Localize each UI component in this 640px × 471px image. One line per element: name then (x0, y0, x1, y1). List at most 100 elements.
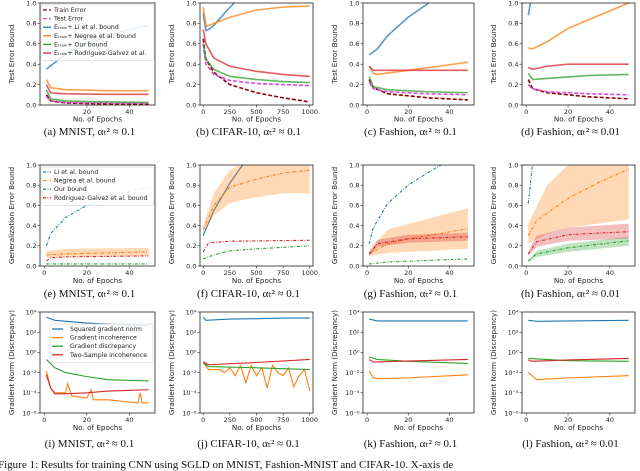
y-tick-label: 0.2 (349, 242, 359, 250)
y-tick-label: 1.0 (186, 0, 196, 7)
y-tick-label: 10⁴ (186, 308, 197, 316)
x-tick-label: 0 (201, 269, 205, 277)
y-tick-label: 10⁰ (186, 349, 197, 357)
plot-area (202, 3, 310, 103)
subfigure-caption: (k) Fashion, αₜ² ≈ 0.1 (364, 438, 458, 450)
axes-frame (362, 2, 475, 106)
y-tick-label: 10⁴ (349, 308, 360, 316)
y-tick-label: 10⁻² (504, 369, 519, 377)
series-line (528, 3, 630, 50)
series-line (202, 362, 311, 392)
confidence-band (369, 232, 468, 256)
figure-caption: Figure 1: Results for training CNN using… (0, 459, 453, 471)
y-tick-label: 0.6 (26, 202, 36, 210)
y-axis-label: Gradient Norm (Discrepancy) (330, 310, 339, 415)
x-tick-label: 20 (404, 416, 412, 424)
x-tick-label: 20 (83, 416, 91, 424)
x-axis-label: No. of Epochs (232, 276, 281, 285)
confidence-band (528, 236, 629, 262)
legend-box (40, 4, 155, 61)
subfigure-caption: (e) MNIST, αₜ² ≈ 0.1 (44, 288, 135, 300)
series-line (527, 3, 532, 16)
y-tick-label: 0.6 (186, 40, 196, 48)
series-line (368, 165, 442, 244)
x-tick-label: 20 (564, 108, 572, 116)
y-tick-label: 0.8 (508, 20, 518, 28)
legend-entry: Squared gradient norm (70, 326, 142, 333)
series-line (368, 370, 468, 380)
y-tick-label: 0.2 (186, 242, 196, 250)
y-axis-label: Test Error Bound (167, 24, 176, 84)
x-tick-label: 500 (250, 416, 262, 424)
y-axis-label: Test Error Bound (7, 24, 16, 84)
x-tick-label: 250 (224, 269, 236, 277)
legend-entry: Eₜᵣₐᵢₙ+ Rodriguez-Galvez et al. (54, 50, 147, 57)
y-tick-label: 1.0 (508, 161, 518, 169)
y-tick-label: 0.0 (349, 101, 359, 109)
x-tick-label: 500 (250, 269, 262, 277)
subfigure-caption: (b) CIFAR-10, αₜ² ≈ 0.1 (196, 126, 301, 138)
legend-entry: Eₜᵣₐᵢₙ+ Negrea et al. bound (54, 33, 136, 40)
y-tick-label: 10⁴ (508, 308, 519, 316)
series-line (202, 362, 310, 371)
subfigure-caption: (l) Fashion, αₜ² ≈ 0.01 (522, 438, 619, 450)
y-tick-label: 10⁰ (508, 349, 519, 357)
x-axis-label: No. of Epochs (554, 276, 603, 285)
y-tick-label: 0.4 (26, 61, 36, 69)
y-tick-label: 0.6 (26, 40, 36, 48)
series-line (202, 239, 310, 253)
series-line (45, 79, 149, 92)
x-tick-label: 0 (524, 108, 528, 116)
x-tick-label: 40 (606, 269, 614, 277)
y-axis-label: Gradient Norm (Discrepancy) (489, 310, 498, 415)
y-tick-label: 10² (508, 329, 519, 337)
x-tick-label: 40 (606, 108, 614, 116)
y-tick-label: 0.6 (349, 202, 359, 210)
x-axis-label: No. of Epochs (554, 423, 603, 432)
x-axis-label: No. of Epochs (394, 115, 443, 124)
y-axis-label: Generalization Error Bound (167, 167, 176, 264)
series-line (202, 316, 310, 321)
x-axis-label: No. of Epochs (73, 115, 122, 124)
x-tick-label: 20 (404, 108, 412, 116)
legend-entry: Li et al. bound (54, 169, 98, 176)
x-axis-label: No. of Epochs (73, 423, 122, 432)
series-line (368, 65, 468, 72)
axes-frame (521, 164, 636, 267)
y-tick-label: 0.4 (508, 61, 518, 69)
axes-frame (39, 311, 156, 414)
y-tick-label: 0.0 (26, 101, 36, 109)
y-tick-label: 1.0 (349, 161, 359, 169)
confidence-band (203, 165, 310, 233)
x-tick-label: 0 (524, 416, 528, 424)
chart-panel-k: 0 20 40 10⁻⁶ 10⁻⁴ 10⁻² 10⁰ 10² 10⁴ No. of Epochs G… (330, 308, 475, 450)
y-tick-label: 10⁻⁶ (345, 409, 360, 417)
y-tick-label: 0.4 (186, 222, 196, 230)
x-tick-label: 1000 (302, 416, 319, 424)
plot-area (527, 319, 629, 381)
y-tick-label: 10⁻⁴ (182, 389, 197, 397)
y-tick-label: 0.8 (349, 20, 359, 28)
legend-entry: Gradient discrepancy (70, 343, 136, 350)
x-tick-label: 40 (125, 108, 133, 116)
series-line (202, 5, 310, 28)
series-line (202, 43, 310, 87)
x-tick-label: 750 (277, 108, 289, 116)
series-line (46, 255, 149, 262)
legend-entry: Our bound (54, 186, 87, 193)
chart-panel-b: 0 250 500 750 1000 0.0 0.2 0.4 0.6 0.8 1.0 No. of E… (167, 0, 318, 138)
series-line (202, 43, 310, 84)
series-line (45, 370, 149, 404)
legend-entry: Negrea et al. bound (54, 178, 116, 185)
chart-panel-i: 0 20 40 10⁻⁶ 10⁻⁴ 10⁻² 10⁰ 10² 10⁴ No. of Epochs G… (7, 308, 156, 450)
subfigure-caption: (c) Fashion, αₜ² ≈ 0.1 (364, 126, 457, 138)
x-tick-label: 750 (277, 416, 289, 424)
x-tick-label: 40 (445, 416, 453, 424)
y-tick-label: 10² (26, 329, 37, 337)
series-line (202, 38, 310, 103)
subfigure-caption: (h) Fashion, αₜ² ≈ 0.01 (521, 288, 620, 300)
y-axis-label: Generalization Error Bound (330, 167, 339, 264)
